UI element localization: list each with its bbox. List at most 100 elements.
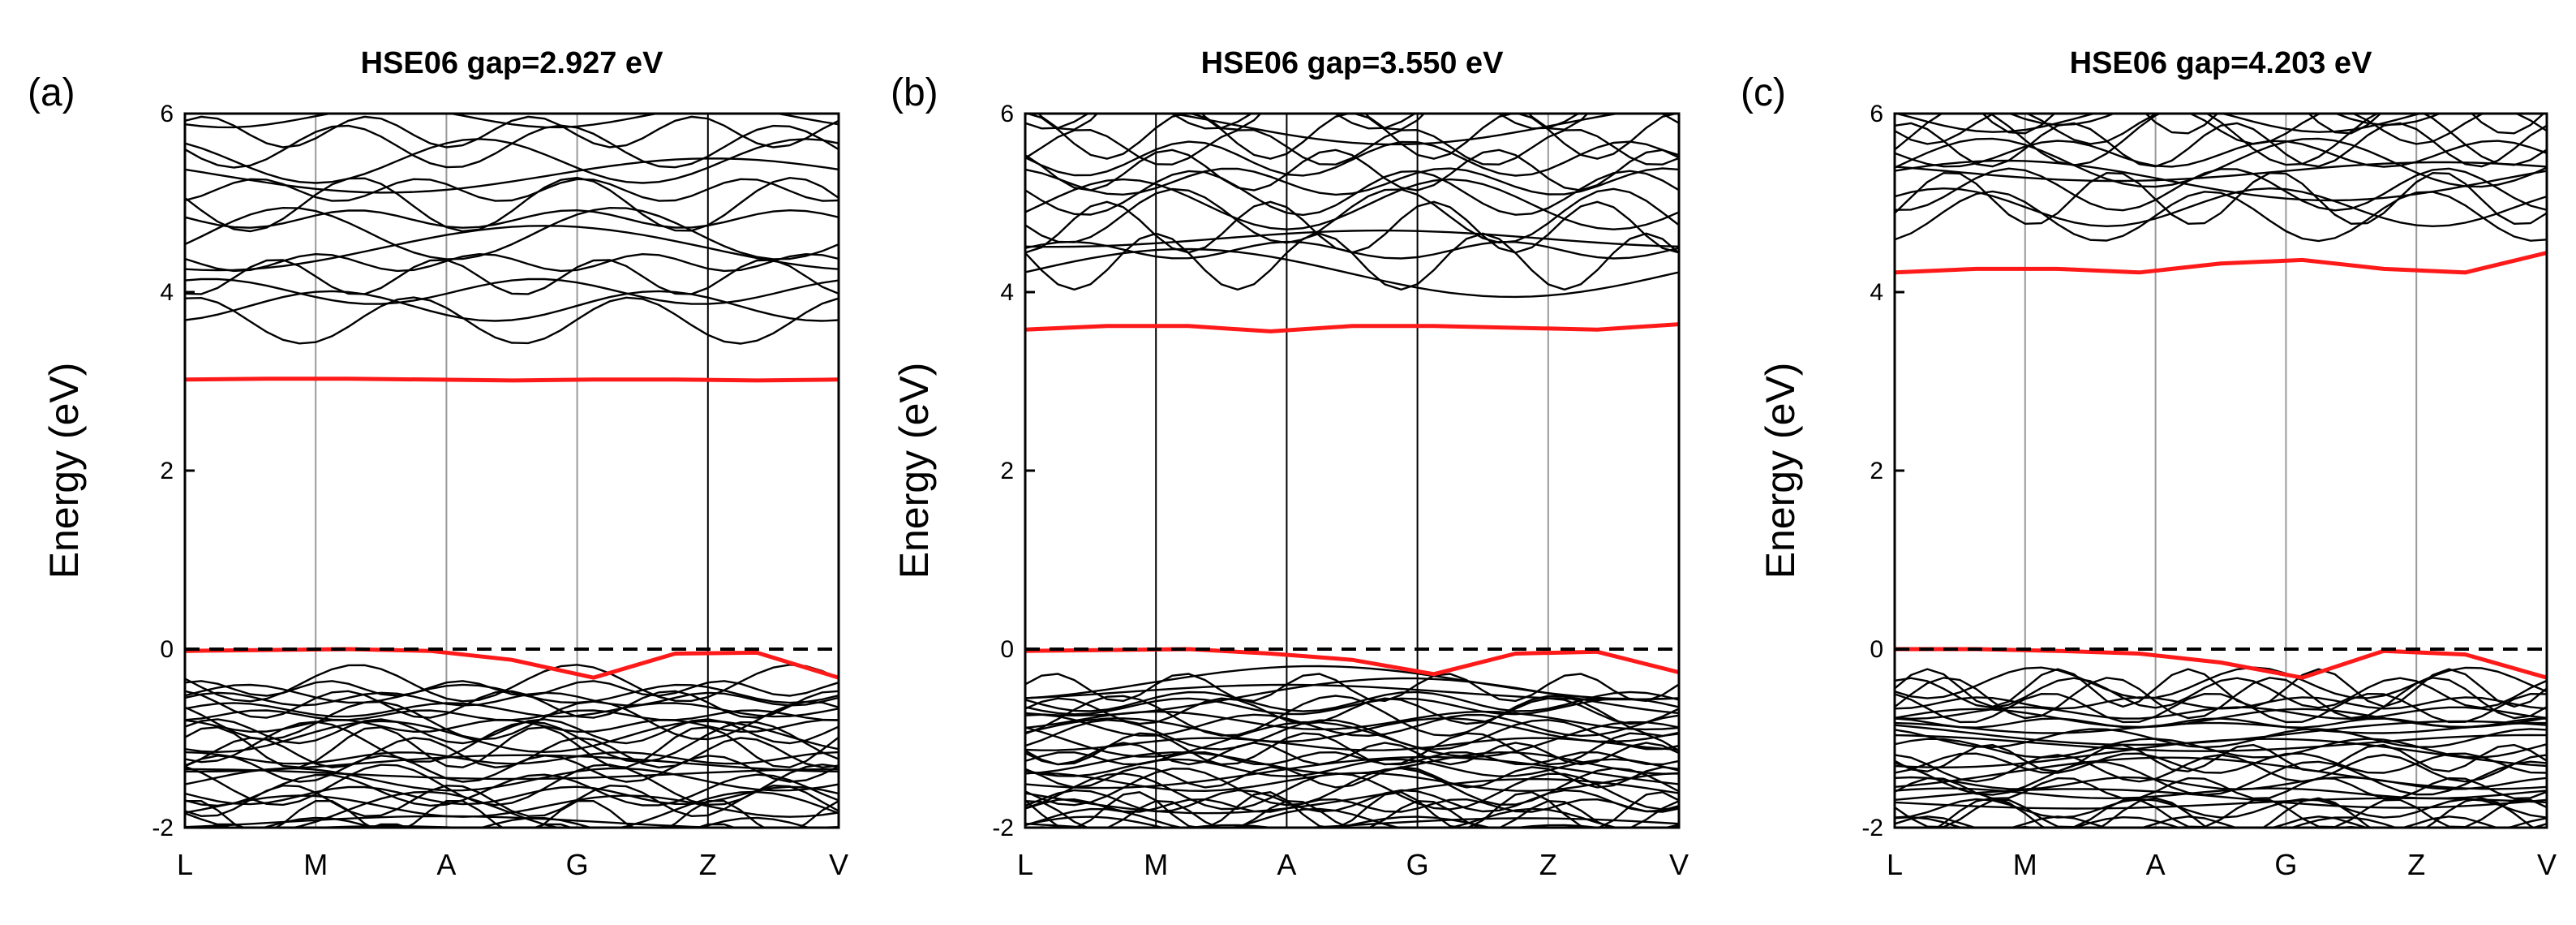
conduction-band: [1895, 171, 2547, 226]
y-tick-label: 2: [160, 458, 174, 484]
valence-band: [1025, 758, 1679, 778]
conduction-band: [1025, 128, 1679, 166]
chart-title: HSE06 gap=3.550 eV: [1201, 46, 1504, 80]
valence-band: [1895, 788, 2547, 809]
kpoint-label: L: [1887, 848, 1903, 881]
conduction-band: [1025, 229, 1679, 248]
kpoint-label: V: [829, 848, 848, 881]
kpoint-label: L: [1017, 848, 1033, 881]
conduction-band: [1895, 167, 2547, 212]
conduction-band: [185, 290, 839, 322]
chart-title: HSE06 gap=2.927 eV: [361, 46, 663, 80]
conduction-band: [1895, 114, 2547, 166]
valence-band: [1025, 766, 1679, 789]
panel-label: (c): [1741, 71, 1786, 114]
conduction-band: [1981, 114, 2545, 135]
conduction-band: [1037, 114, 1589, 131]
valence-band: [1025, 665, 1679, 701]
panel-label: (a): [28, 71, 75, 114]
kpoint-label: L: [177, 848, 193, 881]
valence-band: [185, 767, 839, 792]
band-panel-2: (b) HSE06 gap=3.550 eV Energy (eV) -2 0 2 4 6 L M…: [891, 46, 1689, 881]
valence-band: [1025, 755, 1679, 789]
kpoint-label: A: [436, 848, 456, 881]
y-tick-label: 4: [1870, 279, 1883, 306]
valence-band-maximum-curve: [1025, 647, 1679, 677]
kpoint-label: Z: [699, 848, 717, 881]
chart-title: HSE06 gap=4.203 eV: [2070, 46, 2372, 80]
conduction-band: [1025, 167, 1679, 196]
kpoint-label: G: [2274, 848, 2297, 881]
conduction-band: [1025, 187, 1679, 244]
valence-band: [1895, 777, 2547, 800]
bands: [185, 95, 839, 828]
kpoint-label: M: [1144, 848, 1168, 881]
valence-band: [185, 726, 839, 768]
conduction-band-minimum-curve: [185, 376, 839, 383]
conduction-band: [185, 157, 839, 194]
valence-band: [1028, 826, 1499, 828]
valence-band: [1895, 677, 2547, 709]
y-tick-label: 0: [1870, 636, 1883, 663]
valence-band: [1895, 738, 2547, 769]
valence-band: [1025, 777, 1679, 815]
y-tick-label: -2: [152, 815, 174, 841]
valence-band: [185, 800, 839, 828]
conduction-band: [185, 176, 839, 233]
conduction-band: [1895, 187, 2547, 228]
valence-band: [1895, 776, 2547, 790]
y-tick-label: -2: [1861, 815, 1883, 841]
conduction-band: [1025, 114, 1679, 160]
valence-band: [1895, 815, 2547, 828]
conduction-band: [185, 95, 839, 112]
conduction-band: [185, 278, 839, 305]
kpoint-label: Z: [1539, 848, 1557, 881]
valence-band: [1935, 797, 2535, 828]
valence-band: [1025, 772, 1679, 793]
kpoint-label: Z: [2407, 848, 2425, 881]
valence-band: [1895, 734, 2547, 752]
conduction-band: [1025, 200, 1679, 254]
conduction-band-minimum-curve: [1895, 251, 2547, 275]
valence-band: [1025, 695, 1679, 738]
valence-band: [204, 823, 738, 828]
valence-band: [185, 664, 839, 703]
valence-band: [1895, 798, 2547, 819]
valence-band: [185, 815, 839, 828]
valence-band: [1895, 798, 2547, 828]
conduction-band: [185, 252, 839, 273]
band-panel-3: (c) HSE06 gap=4.203 eV Energy (eV) -2 0 2 4 6 L M…: [1741, 46, 2557, 881]
valence-band: [185, 719, 839, 734]
valence-band: [1025, 691, 1679, 712]
conduction-band: [1025, 247, 1679, 299]
conduction-band: [1895, 137, 2547, 188]
valence-band: [1025, 767, 1679, 807]
valence-band: [1025, 807, 1679, 828]
valence-band: [1895, 706, 2547, 721]
plot-frame: [183, 112, 840, 829]
conduction-band: [1895, 190, 2547, 243]
bands: [1895, 114, 2547, 828]
y-tick-label: -2: [992, 815, 1014, 841]
y-tick-label: 4: [1000, 279, 1014, 306]
valence-band: [1025, 697, 1679, 725]
valence-band-maximum-curve: [185, 647, 839, 680]
kpoint-label: M: [303, 848, 328, 881]
conduction-band: [185, 225, 839, 272]
valence-band: [1895, 738, 2547, 759]
conduction-band: [1895, 114, 2547, 133]
conduction-band: [1895, 161, 2547, 183]
conduction-band: [1025, 170, 1679, 217]
valence-band: [1895, 717, 2547, 729]
valence-band: [185, 721, 839, 764]
valence-band: [185, 785, 839, 806]
valence-band: [1895, 756, 2547, 790]
conduction-band: [1895, 159, 2547, 202]
valence-band: [185, 680, 839, 697]
valence-band: [1025, 789, 1679, 813]
y-tick-label: 6: [1000, 101, 1014, 127]
conduction-band: [185, 115, 839, 148]
y-tick-label: 6: [160, 101, 174, 127]
valence-band: [1025, 772, 1679, 811]
